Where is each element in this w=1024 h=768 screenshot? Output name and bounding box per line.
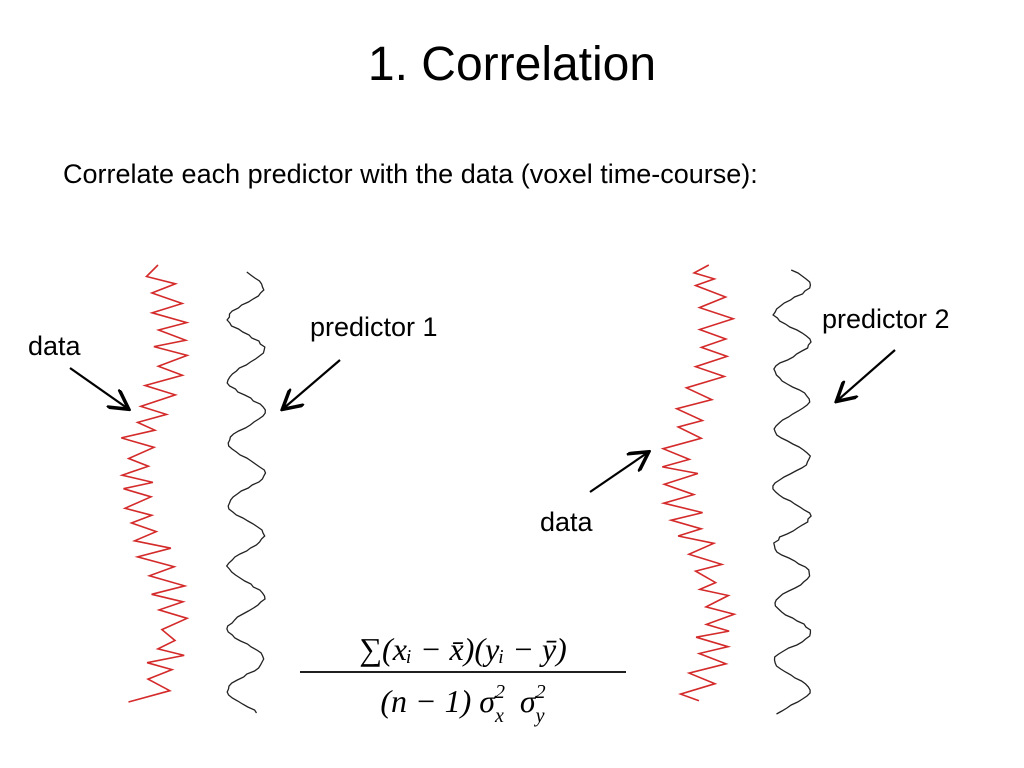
waveforms (119, 264, 812, 715)
formula-part: (n − 1) σ (380, 683, 496, 719)
formula: ∑(xᵢ − x̄)(yᵢ − ȳ) (n − 1) σ2 x σ2 y (300, 631, 626, 727)
label: predictor 1 (310, 312, 438, 342)
label: data (28, 331, 82, 361)
waveform (660, 264, 737, 702)
formula-numerator: ∑(xᵢ − x̄)(yᵢ − ȳ) (359, 631, 567, 667)
title: 1. Correlation (368, 38, 656, 91)
formula-sub: y (534, 705, 545, 727)
arrow (589, 453, 647, 493)
formula-part: σ (504, 683, 537, 719)
label: data (540, 507, 594, 537)
subtitle: Correlate each predictor with the data (… (63, 159, 758, 189)
formula-denominator: (n − 1) σ2 x σ2 y (380, 681, 545, 727)
arrow (69, 367, 127, 408)
formula-sup: 2 (536, 681, 546, 703)
label: predictor 2 (822, 304, 950, 334)
waveform (772, 269, 812, 715)
formula-sup: 2 (495, 681, 505, 703)
arrow (838, 349, 896, 400)
waveform (225, 271, 267, 714)
formula-sub: x (494, 705, 504, 727)
waveform (119, 264, 190, 703)
arrow (284, 359, 341, 408)
